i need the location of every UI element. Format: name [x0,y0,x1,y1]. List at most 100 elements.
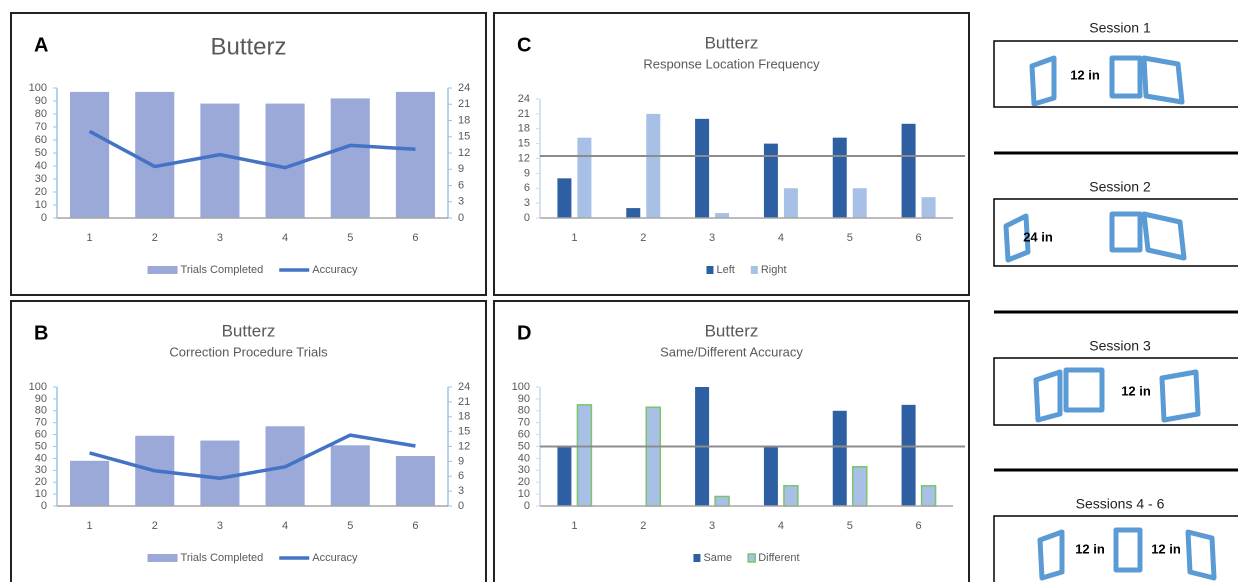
panel-border [494,301,969,582]
panel-label: B [34,322,48,344]
bar [266,104,305,218]
session-title: Sessions 4 - 6 [1076,496,1165,512]
y2-tick-label: 15 [458,426,470,438]
legend-swatch [693,554,700,562]
panel-label: A [34,34,48,56]
y-tick-label: 21 [518,108,530,120]
y-tick-label: 30 [35,464,47,476]
bar [577,138,591,218]
y2-tick-label: 24 [458,381,470,393]
bar [715,496,729,506]
y2-tick-label: 0 [458,500,464,512]
x-tick-label: 3 [709,232,715,244]
y2-tick-label: 3 [458,485,464,497]
chart-panel: BButterzCorrection Procedure Trials01020… [11,301,486,582]
legend-swatch [148,554,178,562]
bar [200,104,239,218]
door-icon [1144,58,1182,102]
door-icon [1112,214,1140,250]
bar [922,197,936,218]
y2-tick-label: 15 [458,131,470,143]
chart-title: Butterz [705,33,759,52]
bar [833,411,847,506]
y2-tick-label: 12 [458,440,470,452]
y-tick-label: 50 [518,440,530,452]
door-icon [1144,214,1184,258]
y-tick-label: 0 [524,212,530,224]
legend: Trials Completed Accuracy [148,264,358,276]
y2-tick-label: 3 [458,196,464,208]
bar [922,486,936,506]
bar [331,98,370,218]
panel-border [11,301,486,582]
y-tick-label: 20 [35,476,47,488]
y2-tick-label: 24 [458,82,470,94]
door-icon [1066,370,1102,410]
chart-panel: CButterzResponse Location Frequency03691… [494,13,969,295]
legend-label: Left [716,264,734,276]
bar [646,407,660,506]
legend-label: Trials Completed [181,552,264,564]
y-tick-label: 100 [29,82,47,94]
chart-subtitle: Response Location Frequency [643,56,820,71]
door-icon [1036,372,1060,420]
legend-label: Accuracy [312,264,358,276]
chart-title: Butterz [222,321,276,340]
figure: Session 1 12 in Session 2 24 in Session … [0,0,1238,582]
y-tick-label: 80 [35,108,47,120]
x-tick-label: 6 [412,520,418,532]
y-tick-label: 80 [35,405,47,417]
session-title: Session 1 [1089,20,1151,36]
legend-swatch [148,266,178,274]
x-tick-label: 3 [709,520,715,532]
x-tick-label: 2 [152,232,158,244]
x-tick-label: 6 [916,520,922,532]
x-tick-label: 1 [571,520,577,532]
x-tick-label: 5 [347,232,353,244]
y-tick-label: 70 [35,121,47,133]
y-tick-label: 100 [29,381,47,393]
bar [833,138,847,218]
y2-tick-label: 9 [458,455,464,467]
y-tick-label: 24 [518,93,530,105]
x-tick-label: 4 [778,520,784,532]
y-tick-label: 15 [518,138,530,150]
bar [784,486,798,506]
bar [557,447,571,507]
y-tick-label: 90 [35,95,47,107]
x-tick-label: 1 [571,232,577,244]
y2-tick-label: 0 [458,212,464,224]
y-tick-label: 0 [41,500,47,512]
chart-panel: DButterzSame/Different Accuracy010203040… [494,301,969,582]
legend-swatch [751,266,758,274]
y-tick-label: 90 [35,393,47,405]
x-tick-label: 1 [87,232,93,244]
bar [396,92,435,218]
bar [902,124,916,218]
x-tick-label: 2 [152,520,158,532]
y2-tick-label: 12 [458,147,470,159]
x-tick-label: 5 [847,232,853,244]
y-tick-label: 3 [524,197,530,209]
y-tick-label: 60 [35,429,47,441]
y2-tick-label: 21 [458,98,470,110]
y2-tick-label: 9 [458,163,464,175]
session-title: Session 2 [1089,179,1151,195]
bar [764,144,778,218]
bar [331,445,370,506]
bar [784,188,798,218]
legend-label: Trials Completed [181,264,264,276]
y-tick-label: 20 [518,476,530,488]
y-tick-label: 0 [41,212,47,224]
legend-label: Same [703,552,732,564]
legend: LeftRight [706,264,786,276]
bar [70,461,109,506]
x-tick-label: 6 [412,232,418,244]
x-tick-label: 4 [282,232,288,244]
bar [577,405,591,506]
sessions-panel: Session 1 12 in Session 2 24 in Session … [994,20,1238,582]
door-icon [1032,58,1054,104]
y-tick-label: 12 [518,152,530,164]
y2-tick-label: 18 [458,114,470,126]
